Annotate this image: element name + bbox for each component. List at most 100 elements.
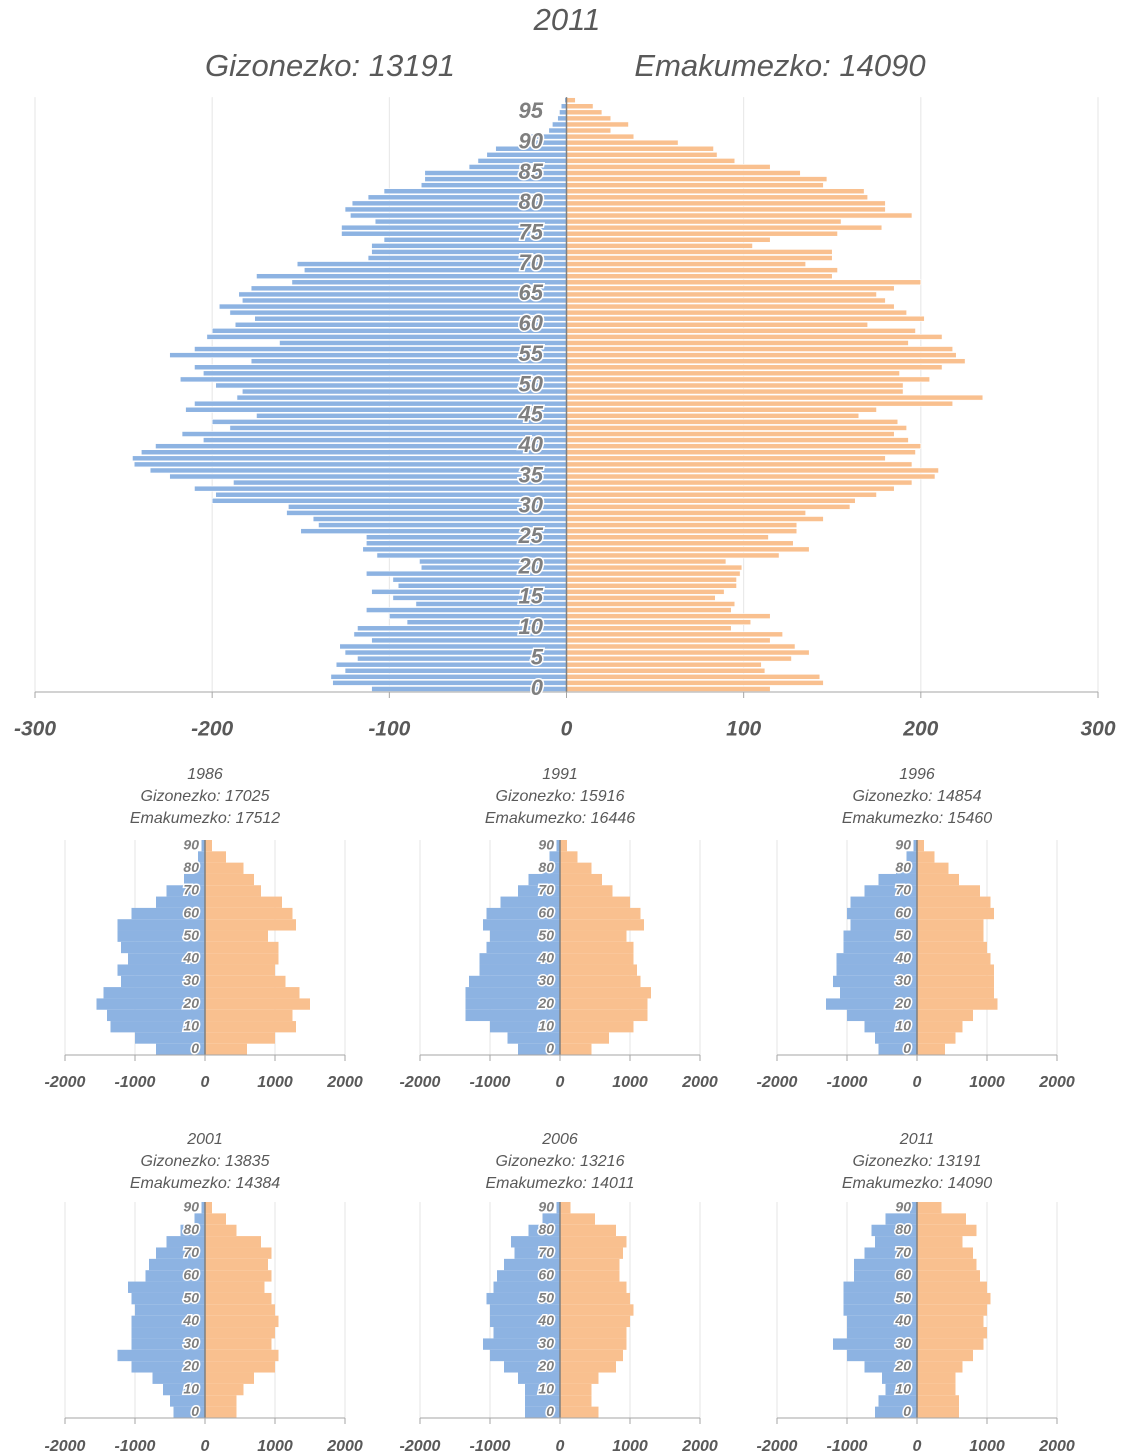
age-label: 60 [538, 1267, 554, 1283]
male-bar [483, 919, 560, 931]
age-label: 70 [519, 250, 544, 275]
female-bar [917, 1236, 963, 1248]
x-tick-label: 2000 [681, 1074, 718, 1091]
male-bar [542, 862, 560, 874]
female-bar [566, 589, 725, 595]
female-bar [566, 309, 907, 316]
female-bar [917, 1327, 987, 1339]
male-bar [843, 1304, 917, 1316]
age-label: 70 [538, 882, 554, 898]
female-bar [205, 862, 244, 874]
male-bar [203, 437, 567, 443]
x-tick-label: 2000 [1038, 1438, 1075, 1455]
age-label: 50 [895, 1289, 911, 1305]
female-bar [566, 540, 794, 547]
female-bar [566, 382, 904, 389]
male-bar [518, 1043, 560, 1055]
male-bar [497, 1270, 560, 1282]
female-bar [566, 97, 576, 104]
male-bar [132, 455, 567, 462]
age-label: 40 [182, 950, 199, 966]
female-bar [560, 840, 567, 852]
female-bar [560, 1032, 609, 1044]
female-bar [205, 1009, 293, 1022]
male-bar [135, 1304, 205, 1316]
female-bar [566, 649, 810, 656]
x-tick-label: 300 [1080, 718, 1115, 741]
age-label: 65 [519, 280, 544, 305]
age-label: 90 [895, 1198, 911, 1214]
female-bar [566, 607, 732, 613]
female-bar [566, 534, 769, 541]
age-label: 50 [538, 927, 554, 943]
female-bar [560, 1361, 616, 1373]
x-tick-label: -2000 [45, 1438, 86, 1455]
age-label: 80 [183, 859, 199, 875]
male-bar [424, 176, 567, 182]
female-bar [566, 194, 868, 201]
age-label: 20 [537, 1358, 554, 1374]
female-bar [560, 919, 644, 931]
age-label: 15 [519, 584, 544, 609]
male-label: Gizonezko: 13216 [496, 1153, 625, 1170]
male-bar [548, 127, 567, 134]
male-bar [556, 1202, 560, 1214]
male-bar [896, 862, 917, 874]
female-bar [205, 1383, 244, 1396]
female-bar [917, 1292, 991, 1305]
female-bar [566, 667, 766, 674]
female-bar [917, 1043, 945, 1055]
male-bar [878, 1043, 917, 1055]
male-bar [173, 1406, 205, 1418]
x-tick-label: -2000 [757, 1438, 798, 1455]
male-bar [507, 1032, 560, 1044]
x-tick-label: -1000 [115, 1438, 156, 1455]
female-bar [560, 941, 634, 954]
female-bar [566, 109, 603, 116]
female-bar [566, 497, 856, 504]
female-bar [566, 485, 895, 492]
male-bar [843, 930, 917, 942]
x-tick-label: -2000 [757, 1074, 798, 1091]
age-label: 20 [518, 553, 544, 578]
female-bar [566, 212, 913, 219]
male-bar [203, 370, 567, 377]
age-label: 70 [183, 882, 199, 898]
male-bar [233, 479, 567, 486]
female-bar [205, 885, 261, 897]
male-bar [864, 885, 917, 897]
age-label: 25 [518, 523, 544, 548]
female-bar [566, 637, 771, 644]
age-label: 40 [182, 1312, 199, 1328]
female-bar [566, 528, 798, 534]
female-bar [205, 987, 300, 999]
female-bar [205, 907, 293, 920]
male-bar [110, 1021, 205, 1033]
female-bar [205, 998, 310, 1010]
male-bar [117, 930, 205, 942]
age-label: 30 [895, 1335, 911, 1351]
x-tick-label: -1000 [470, 1438, 511, 1455]
age-label: 35 [519, 462, 544, 487]
male-bar [465, 1009, 560, 1022]
female-bar [560, 1372, 599, 1384]
male-bar [556, 840, 560, 852]
female-bar [566, 449, 916, 456]
male-bar [179, 376, 567, 383]
male-bar [847, 1009, 917, 1022]
female-bar [566, 103, 594, 110]
x-tick-label: 0 [913, 1074, 922, 1091]
female-label: Emakumezko: 16446 [485, 810, 635, 827]
age-label: 10 [538, 1380, 554, 1396]
x-tick-label: -200 [191, 718, 233, 741]
age-label: 20 [537, 995, 554, 1011]
age-label: 70 [895, 882, 911, 898]
female-bar [566, 224, 883, 231]
female-bar [566, 601, 736, 607]
female-bar [566, 255, 833, 261]
male-bar [854, 1270, 917, 1282]
male-bar [542, 1213, 560, 1225]
female-bar [560, 953, 634, 965]
title: 2001 [186, 1131, 223, 1148]
male-bar [875, 1406, 917, 1418]
